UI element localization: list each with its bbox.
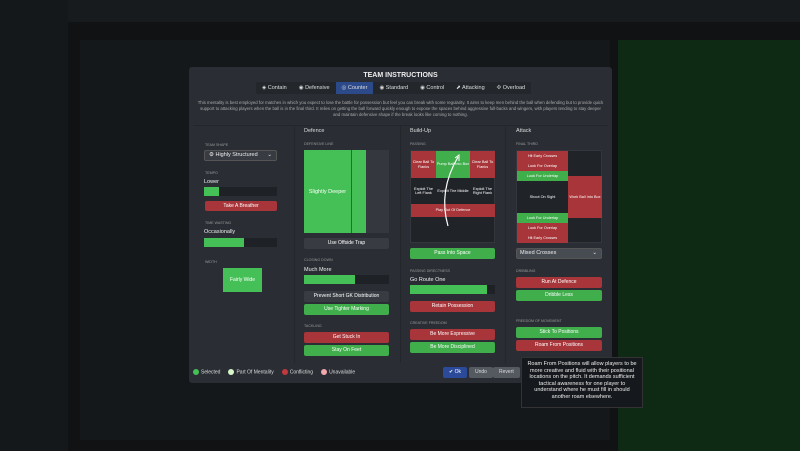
final-third-label: FINAL THIRD	[516, 142, 538, 146]
tab-overload[interactable]: ✣ Overload	[496, 85, 526, 91]
tab-defensive[interactable]: ◉ Defensive	[298, 85, 330, 91]
exploit-left-flank-button[interactable]: Exploit The Left Flank	[414, 186, 433, 196]
take-a-breather-button[interactable]: Take A Breather	[205, 201, 277, 211]
legend-selected: Selected	[193, 369, 220, 375]
attack-header: Attack	[516, 128, 532, 134]
legend-unavailable: Unavailable	[321, 369, 355, 375]
roam-from-positions-button[interactable]: Roam From Positions	[516, 340, 602, 351]
passing-directness-label: PASSING DIRECTNESS	[410, 269, 450, 273]
creative-freedom-label: CREATIVE FREEDOM	[410, 321, 447, 325]
pass-into-space-button[interactable]: Pass Into Space	[410, 248, 495, 259]
tab-attacking[interactable]: ⬈ Attacking	[456, 85, 485, 91]
width-slider[interactable]: Fairly Wide	[223, 268, 262, 292]
tempo-label: TEMPO	[205, 171, 218, 175]
counter-icon: ◎	[341, 85, 348, 91]
get-stuck-in-button[interactable]: Get Stuck In	[304, 332, 389, 343]
passing-label: PASSING	[410, 142, 426, 146]
work-ball-into-box-button[interactable]: Work Ball Into Box	[568, 176, 602, 218]
mentality-tabs: ◈ Contain ◉ Defensive ◎ Counter ◉ Standa…	[256, 82, 532, 94]
pump-ball-into-box-button[interactable]: Pump Ball Into Box	[436, 151, 470, 178]
stick-to-positions-button[interactable]: Stick To Positions	[516, 327, 602, 338]
build-up-header: Build-Up	[410, 128, 432, 134]
defence-header: Defence	[304, 128, 325, 134]
legend-part-of-mentality: Part Of Mentality	[228, 369, 274, 375]
use-offside-trap-button[interactable]: Use Offside Trap	[304, 238, 389, 249]
look-for-overlap-right-button[interactable]: Look For Overlap	[517, 223, 568, 233]
use-tighter-marking-button[interactable]: Use Tighter Marking	[304, 304, 389, 315]
undo-button[interactable]: Undo	[469, 367, 493, 378]
passing-directness-value: Go Route One	[410, 277, 446, 283]
hit-early-crosses-left-button[interactable]: Hit Early Crosses	[517, 151, 568, 161]
width-label: WIDTH	[205, 260, 217, 264]
defensive-icon: ◉	[298, 85, 306, 91]
clear-ball-left-button[interactable]: Clear Ball To Flanks	[411, 151, 436, 178]
dialog-title: TEAM INSTRUCTIONS	[363, 72, 438, 79]
tempo-value: Lower	[204, 179, 219, 185]
time-wasting-value: Occasionally	[204, 229, 236, 235]
be-more-expressive-button[interactable]: Be More Expressive	[410, 329, 495, 340]
ok-button[interactable]: ✔ Ok	[443, 367, 467, 378]
tempo-slider[interactable]	[204, 187, 277, 196]
legend-conflicting: Conflicting	[281, 369, 313, 375]
chevron-down-icon: ⌄	[592, 250, 597, 256]
team-shape-label: TEAM SHAPE	[205, 143, 229, 147]
pitch-background	[618, 40, 800, 451]
closing-down-label: CLOSING DOWN	[304, 258, 333, 262]
closing-down-slider[interactable]	[304, 275, 389, 284]
defensive-line-label: DEFENSIVE LINE	[304, 142, 334, 146]
tab-contain[interactable]: ◈ Contain	[262, 85, 287, 91]
clear-ball-right-button[interactable]: Clear Ball To Flanks	[470, 151, 495, 178]
top-bar-background	[68, 0, 800, 22]
passing-directness-slider[interactable]	[410, 285, 495, 294]
revert-button[interactable]: Revert	[493, 367, 520, 378]
closing-down-value: Much More	[304, 267, 332, 273]
tooltip: Roam From Positions will allow players t…	[521, 357, 643, 408]
divider	[400, 126, 401, 363]
exploit-right-flank-button[interactable]: Exploit The Right Flank	[472, 186, 493, 196]
legend: Selected Part Of Mentality Conflicting U…	[193, 369, 355, 375]
divider	[505, 126, 506, 363]
exploit-middle-button[interactable]: Exploit The Middle	[437, 188, 469, 193]
stay-on-feet-button[interactable]: Stay On Feet	[304, 345, 389, 356]
tab-control[interactable]: ◉ Control	[420, 85, 445, 91]
contain-icon: ◈	[262, 85, 268, 91]
tackling-label: TACKLING	[304, 324, 322, 328]
hit-early-crosses-right-button[interactable]: Hit Early Crosses	[517, 233, 568, 243]
tab-counter[interactable]: ◎ Counter	[335, 82, 374, 94]
run-at-defence-button[interactable]: Run At Defence	[516, 277, 602, 288]
defensive-line-slider[interactable]: Slightly Deeper	[304, 150, 389, 233]
tab-standard[interactable]: ◉ Standard	[379, 85, 409, 91]
standard-icon: ◉	[379, 85, 386, 91]
freedom-of-movement-label: FREEDOM OF MOVEMENT	[516, 319, 562, 323]
look-for-underlap-right-button[interactable]: Look For Underlap	[517, 213, 568, 223]
final-third-pitch: Hit Early Crosses Look For Overlap Look …	[516, 150, 602, 243]
team-instructions-dialog: TEAM INSTRUCTIONS ◈ Contain ◉ Defensive …	[189, 67, 612, 383]
sidebar-background	[0, 0, 68, 451]
play-out-of-defence-button[interactable]: Play Out Of Defence	[411, 204, 495, 217]
check-icon: ✔	[449, 369, 455, 375]
look-for-overlap-left-button[interactable]: Look For Overlap	[517, 161, 568, 171]
overload-icon: ✣	[496, 85, 503, 91]
divider	[294, 126, 295, 363]
mentality-description: This mentality is best employed for matc…	[197, 100, 604, 117]
chevron-down-icon: ⌄	[267, 152, 272, 158]
dribbling-label: DRIBBLING	[516, 269, 536, 273]
prevent-short-gk-distribution-button[interactable]: Prevent Short GK Distribution	[304, 291, 389, 302]
divider	[193, 125, 608, 126]
retain-possession-button[interactable]: Retain Possession	[410, 301, 495, 312]
shoot-on-sight-button[interactable]: Shoot On Sight	[529, 194, 556, 199]
time-wasting-slider[interactable]	[204, 238, 277, 247]
team-shape-dropdown[interactable]: ⚙ Highly Structured ⌄	[204, 150, 277, 161]
look-for-underlap-left-button[interactable]: Look For Underlap	[517, 171, 568, 181]
time-wasting-label: TIME WASTING	[205, 221, 232, 225]
dribble-less-button[interactable]: Dribble Less	[516, 290, 602, 301]
be-more-disciplined-button[interactable]: Be More Disciplined	[410, 342, 495, 353]
attacking-icon: ⬈	[456, 85, 462, 91]
passing-pitch: Clear Ball To Flanks Pump Ball Into Box …	[410, 150, 495, 243]
long-ball-arrow-icon	[444, 154, 460, 227]
control-icon: ◉	[420, 85, 427, 91]
crossing-dropdown[interactable]: Mixed Crosses ⌄	[516, 248, 602, 259]
